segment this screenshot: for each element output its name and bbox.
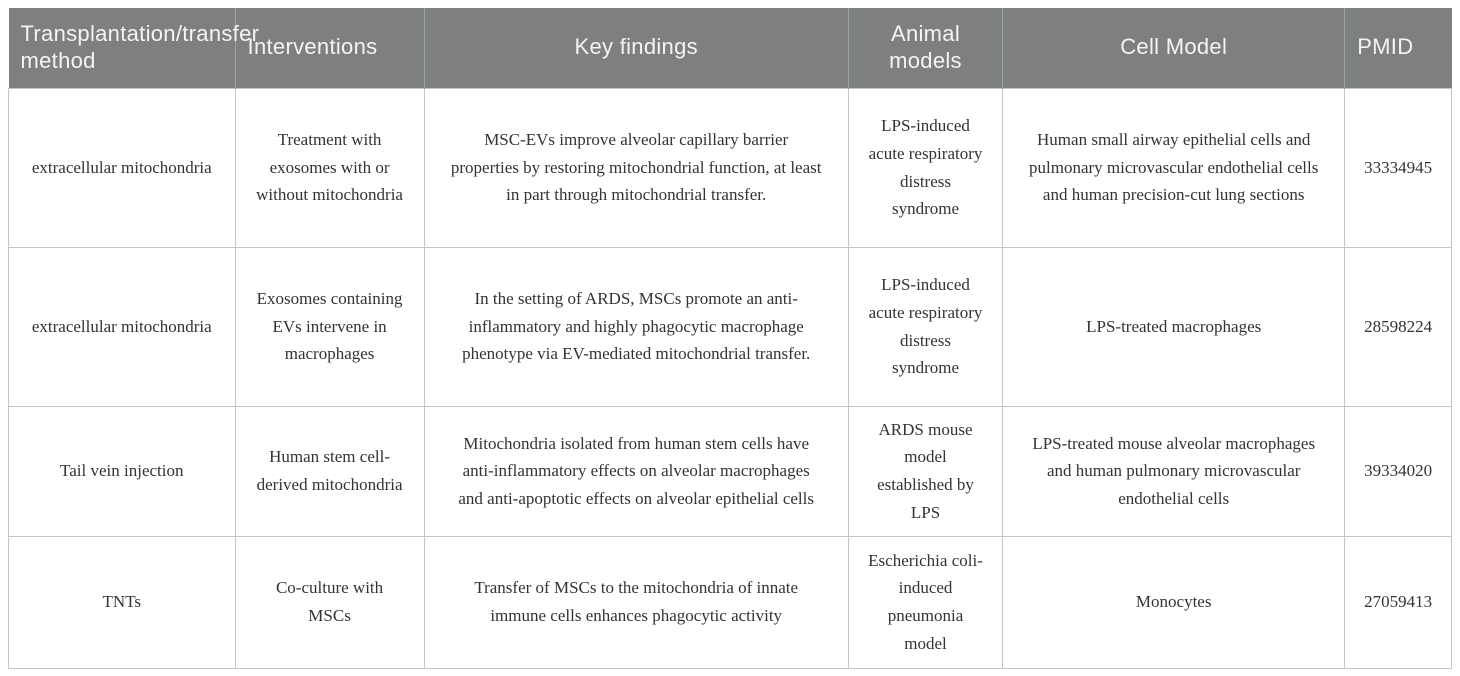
- cell-method: Tail vein injection: [8, 405, 236, 537]
- cell-pmid: 27059413: [1344, 535, 1452, 669]
- mitochondrial-transfer-studies-table: Transplantation/transfer method Interven…: [8, 8, 1452, 669]
- cell-key-findings: Mitochondria isolated from human stem ce…: [423, 405, 849, 537]
- header-cell-interventions: Interventions: [234, 8, 425, 88]
- cell-cell-model: LPS-treated mouse alveolar macrophages a…: [1002, 405, 1346, 537]
- cell-pmid: 28598224: [1344, 246, 1452, 407]
- table-body: extracellular mitochondria Treatment wit…: [8, 87, 1452, 669]
- cell-animal-models: ARDS mouse model established by LPS: [847, 405, 1004, 537]
- header-cell-cell-model: Cell Model: [1002, 8, 1345, 88]
- cell-animal-models: LPS-induced acute respiratory distress s…: [847, 246, 1004, 407]
- table-row: TNTs Co-culture with MSCs Transfer of MS…: [8, 535, 1452, 669]
- cell-method: TNTs: [8, 535, 236, 669]
- cell-pmid: 33334945: [1344, 87, 1452, 248]
- cell-interventions: Human stem cell-derived mitochondria: [234, 405, 425, 537]
- header-row: Transplantation/transfer method Interven…: [8, 8, 1452, 88]
- cell-key-findings: MSC-EVs improve alveolar capillary barri…: [423, 87, 849, 248]
- table-header: Transplantation/transfer method Interven…: [8, 8, 1452, 88]
- cell-cell-model: LPS-treated macrophages: [1002, 246, 1346, 407]
- cell-interventions: Treatment with exosomes with or without …: [234, 87, 425, 248]
- cell-cell-model: Human small airway epithelial cells and …: [1002, 87, 1346, 248]
- cell-pmid: 39334020: [1344, 405, 1452, 537]
- cell-animal-models: LPS-induced acute respiratory distress s…: [847, 87, 1004, 248]
- cell-interventions: Exosomes containing EVs intervene in mac…: [234, 246, 425, 407]
- cell-method: extracellular mitochondria: [8, 246, 236, 407]
- table-row: extracellular mitochondria Treatment wit…: [8, 87, 1452, 248]
- cell-method: extracellular mitochondria: [8, 87, 236, 248]
- header-cell-animal-models: Animal models: [847, 8, 1003, 88]
- cell-interventions: Co-culture with MSCs: [234, 535, 425, 669]
- cell-key-findings: In the setting of ARDS, MSCs promote an …: [423, 246, 849, 407]
- header-cell-transplantation-method: Transplantation/transfer method: [8, 8, 259, 88]
- table-row: extracellular mitochondria Exosomes cont…: [8, 246, 1452, 407]
- table-row: Tail vein injection Human stem cell-deri…: [8, 405, 1452, 537]
- cell-key-findings: Transfer of MSCs to the mitochondria of …: [423, 535, 849, 669]
- header-cell-pmid: PMID: [1344, 8, 1452, 88]
- header-cell-key-findings: Key findings: [423, 8, 849, 88]
- cell-cell-model: Monocytes: [1002, 535, 1346, 669]
- cell-animal-models: Escherichia coli-induced pneumonia model: [847, 535, 1004, 669]
